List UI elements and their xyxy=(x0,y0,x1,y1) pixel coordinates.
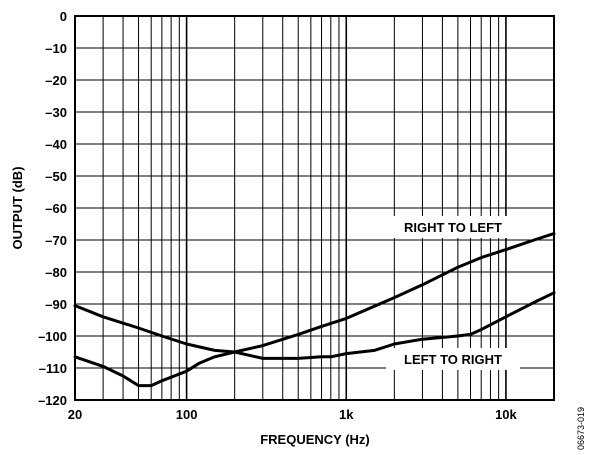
x-tick-label: 100 xyxy=(176,407,198,422)
y-tick-label: –30 xyxy=(45,105,67,120)
x-tick-label: 1k xyxy=(339,407,354,422)
y-tick-label: –90 xyxy=(45,297,67,312)
x-tick-label: 20 xyxy=(68,407,82,422)
series-line-left-to-right xyxy=(73,291,556,388)
annotation-left-to-right-bg xyxy=(386,348,520,370)
annotation-right-to-left-bg xyxy=(386,216,520,238)
grid xyxy=(75,15,554,401)
y-tick-label: –20 xyxy=(45,73,67,88)
y-tick-label: –70 xyxy=(45,233,67,248)
y-tick-label: –100 xyxy=(38,329,67,344)
y-axis-label: OUTPUT (dB) xyxy=(10,166,25,249)
y-tick-label: 0 xyxy=(60,9,67,24)
tick-labels: 20 100 1k 10k 0 –10 –20 –30 –40 –50 –60 –70 –80 –90 –1… xyxy=(38,9,517,422)
series xyxy=(73,232,556,388)
annotation-left-to-right: LEFT TO RIGHT xyxy=(404,352,502,367)
x-axis-label: FREQUENCY (Hz) xyxy=(260,432,370,447)
annotation-right-to-left: RIGHT TO LEFT xyxy=(404,220,502,235)
plot-frame xyxy=(74,15,555,401)
y-tick-label: –10 xyxy=(45,41,67,56)
x-tick-label: 10k xyxy=(495,407,517,422)
y-tick-label: –60 xyxy=(45,201,67,216)
y-tick-label: –120 xyxy=(38,393,67,408)
series-line-right-to-left xyxy=(73,232,556,354)
figure-id: 06673-019 xyxy=(576,407,586,450)
y-tick-label: –80 xyxy=(45,265,67,280)
y-tick-label: –110 xyxy=(39,361,67,376)
y-tick-label: –50 xyxy=(45,169,67,184)
y-tick-label: –40 xyxy=(45,137,67,152)
